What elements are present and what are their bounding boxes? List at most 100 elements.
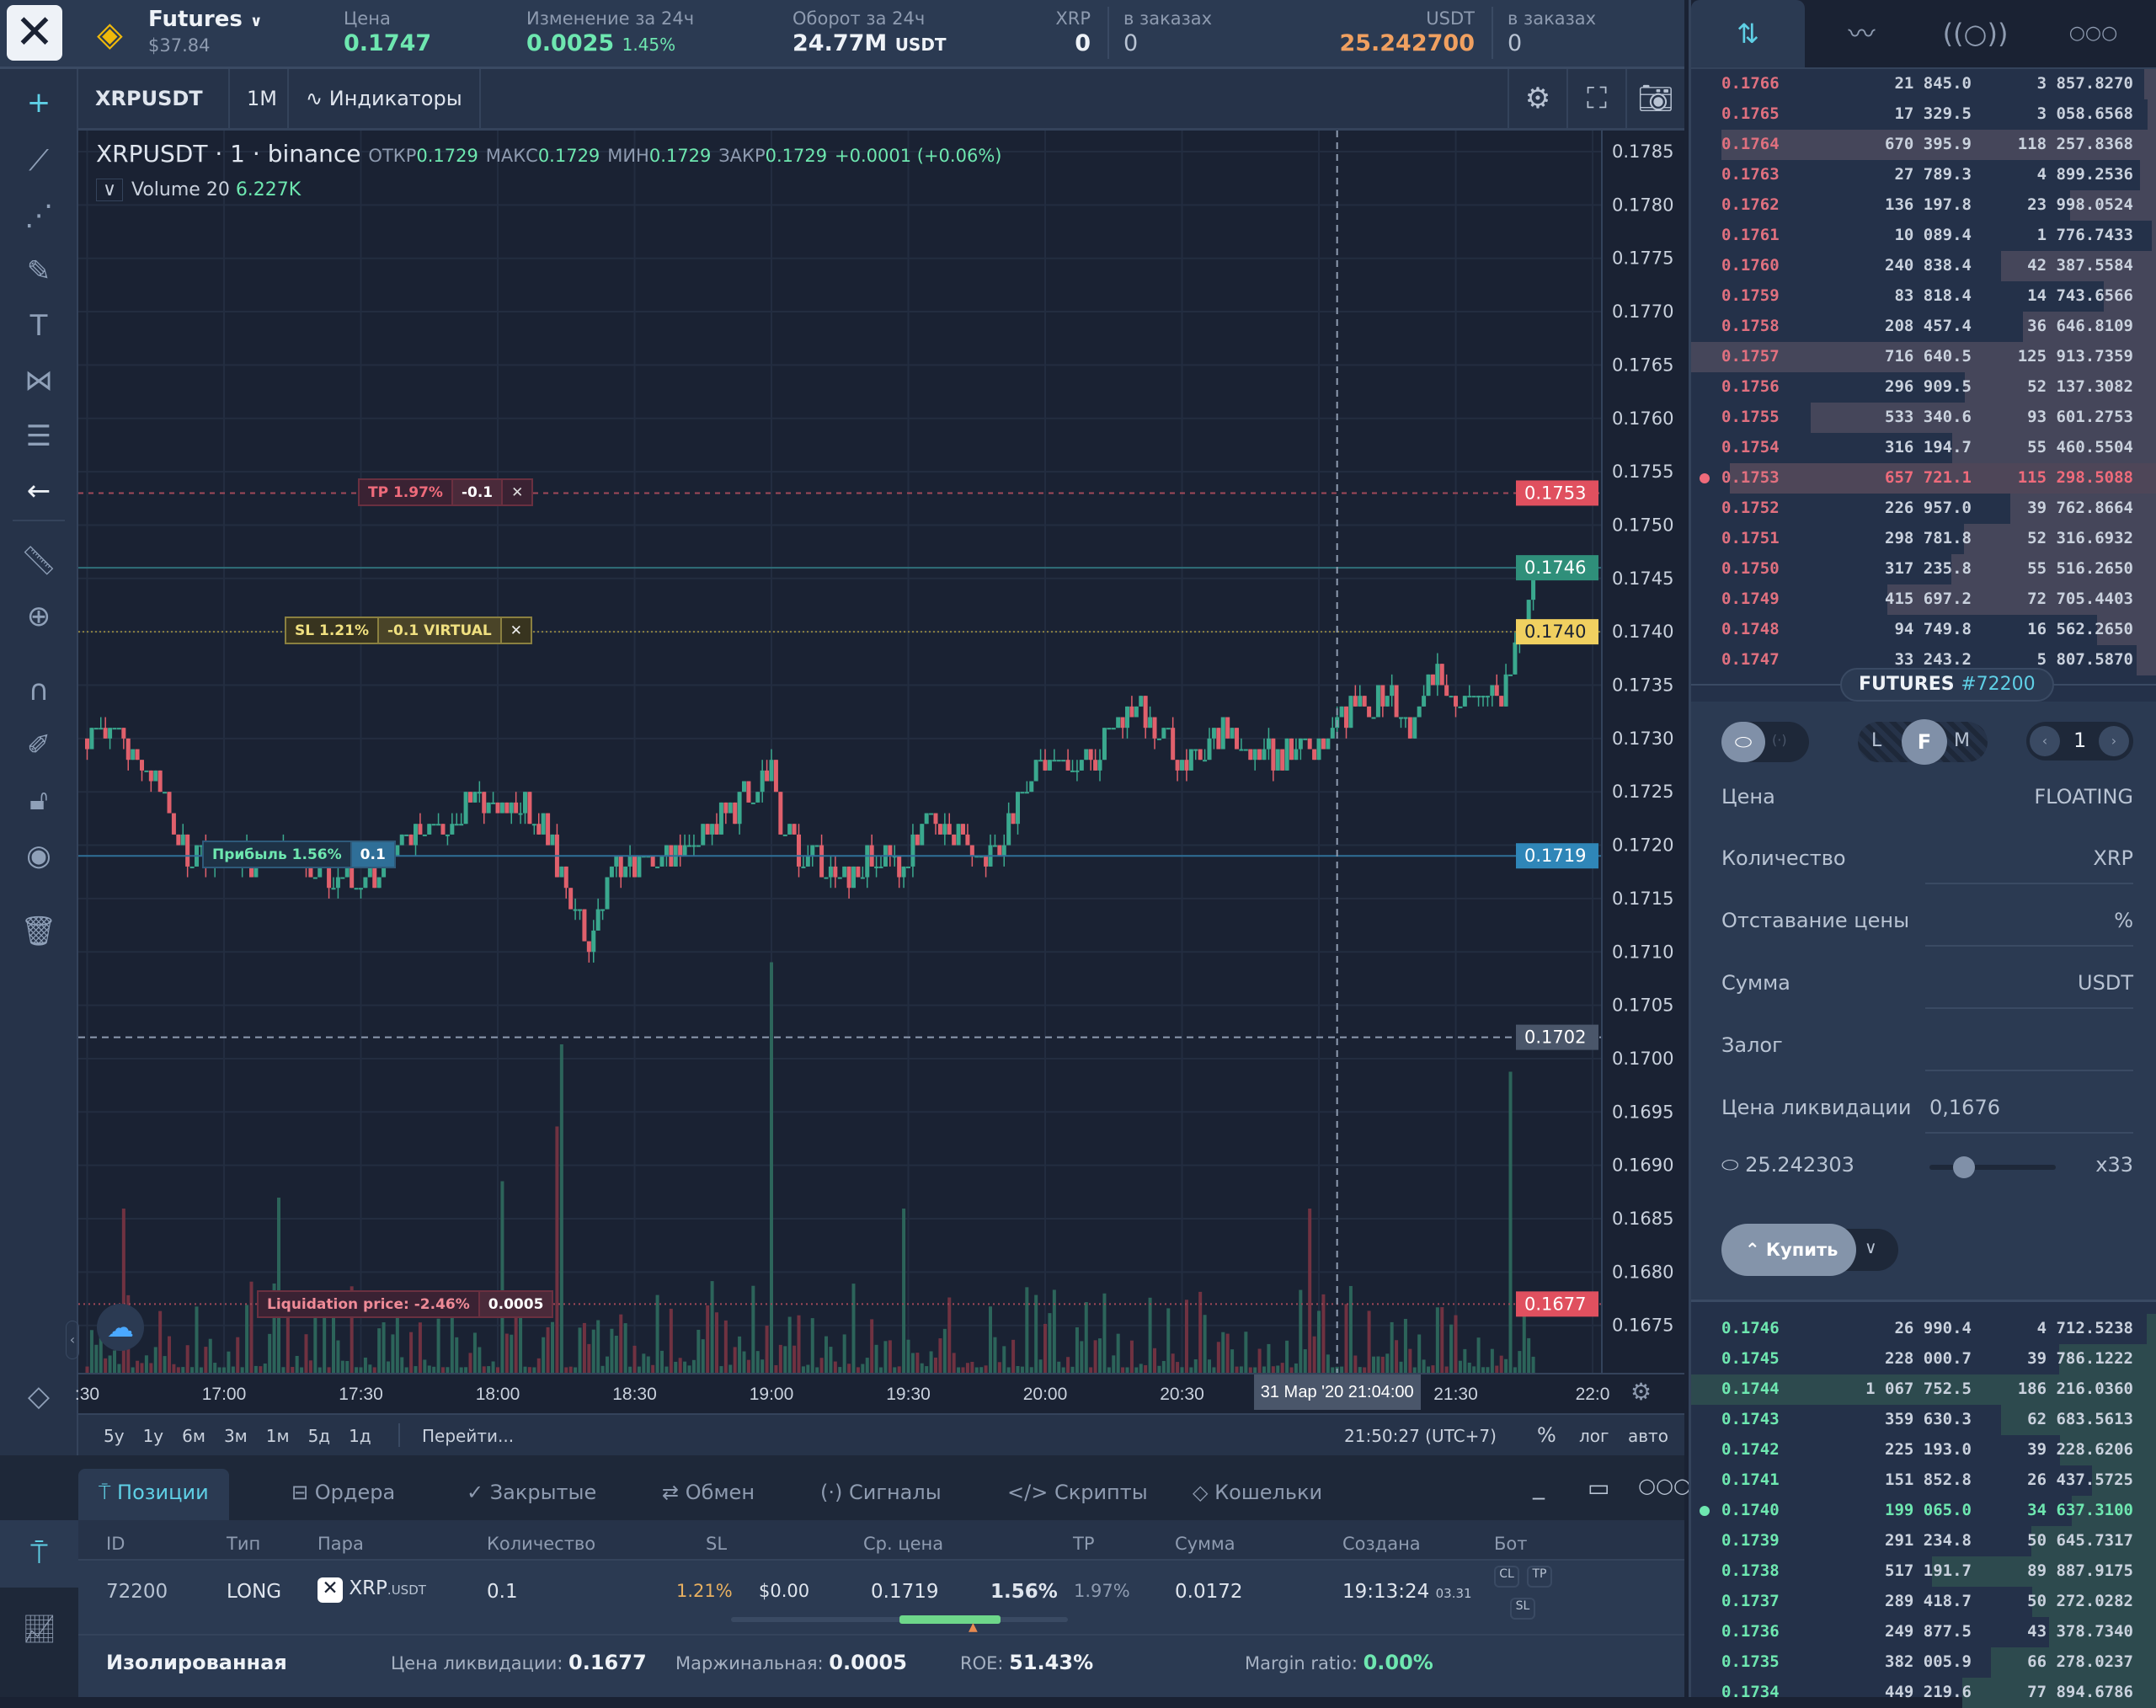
more-icon[interactable]: ○○○ [1638, 1474, 1691, 1497]
sum-field[interactable]: USDT [2078, 971, 2133, 995]
tp-order-tag[interactable]: TP 1.97% -0.1 ✕ [358, 478, 533, 506]
minimize-icon[interactable]: _ [1533, 1472, 1545, 1500]
collapse-toolbar-handle[interactable]: ‹ [66, 1321, 79, 1359]
goto-date-button[interactable]: Перейти... [422, 1426, 514, 1446]
range-2[interactable]: 6м [182, 1426, 205, 1446]
magnet-icon[interactable]: ∩ [20, 672, 57, 709]
trash-icon[interactable]: 🗑︎ [20, 913, 57, 950]
range-1[interactable]: 1y [143, 1426, 164, 1446]
orderbook-tab-icon[interactable]: ⇅ [1691, 0, 1805, 67]
log-scale-toggle[interactable]: лог [1579, 1426, 1609, 1446]
price-field[interactable]: FLOATING [2034, 785, 2133, 809]
tp-close-icon[interactable]: ✕ [503, 480, 531, 504]
app-logo[interactable]: ✕ [7, 5, 62, 61]
bot-cl-button[interactable]: CL [1494, 1566, 1519, 1588]
signals-tab-icon[interactable]: ((○)) [1919, 0, 2032, 67]
percent-scale-toggle[interactable]: % [1537, 1423, 1556, 1447]
pattern-icon[interactable]: ⋈ [20, 362, 57, 399]
unlock-icon[interactable]: 🔓︎ [20, 782, 57, 819]
range-6[interactable]: 1д [349, 1426, 371, 1446]
range-5[interactable]: 5д [308, 1426, 331, 1446]
tab-signals[interactable]: (·) Сигналы [800, 1469, 962, 1520]
collapse-chevron-icon[interactable]: ∨ [96, 179, 123, 201]
range-4[interactable]: 1м [266, 1426, 290, 1446]
zoom-in-icon[interactable]: ⊕ [20, 598, 57, 635]
tab-scripts[interactable]: </> Скрипты [987, 1469, 1168, 1520]
tab-wallets[interactable]: ◇ Кошельки [1172, 1469, 1342, 1520]
range-3[interactable]: 3м [224, 1426, 248, 1446]
brush-icon[interactable]: ✎ [20, 253, 57, 290]
crosshair-icon[interactable]: + [20, 84, 57, 121]
buy-button[interactable]: ⌃ Купить [1721, 1224, 1856, 1276]
cloud-sync-icon[interactable]: ☁ [97, 1304, 144, 1351]
screenshot-icon[interactable]: 📷︎ [1625, 69, 1684, 128]
prediction-icon[interactable]: ☰ [20, 418, 57, 455]
layers-icon[interactable]: ◇ [20, 1378, 57, 1415]
window-icon[interactable]: ▭ [1588, 1474, 1609, 1502]
qty-field[interactable]: XRP [2093, 846, 2133, 870]
chart-analysis-tab-icon[interactable]: 〰 [1805, 0, 1919, 67]
bot-sl-button[interactable]: SL [1510, 1598, 1535, 1620]
leverage-slider[interactable] [1929, 1165, 2056, 1170]
positions-side-icon[interactable]: ⍑ [0, 1520, 78, 1588]
table-row[interactable]: 72200 LONG ✕ XRP.USDT 0.1 1.21% $0.00 0.… [78, 1561, 1684, 1634]
lock-drawings-icon[interactable]: ✐ [20, 727, 57, 764]
more-tab-icon[interactable]: ○○○ [2036, 0, 2150, 67]
mode-m[interactable]: M [1954, 730, 1970, 751]
tab-positions[interactable]: ⍑ Позиции [78, 1469, 229, 1520]
tab-orders[interactable]: ⊟ Ордера [271, 1469, 415, 1520]
settings-icon[interactable]: ⚙ [1508, 69, 1566, 128]
increment-icon[interactable]: › [2099, 726, 2129, 756]
lag-field[interactable]: % [2114, 909, 2133, 932]
eye-icon[interactable]: ◉ [20, 837, 57, 874]
mode-l[interactable]: L [1871, 730, 1881, 751]
decrement-icon[interactable]: ‹ [2030, 726, 2060, 756]
tab-closed[interactable]: ✓ Закрытые [446, 1469, 616, 1520]
symbol-button[interactable]: XRPUSDT [78, 69, 230, 128]
buy-dropdown-icon[interactable]: ∨ [1865, 1237, 1877, 1257]
chart-canvas[interactable]: 0.17850.17800.17750.17700.17650.17600.17… [78, 131, 1684, 1373]
fib-tool-icon[interactable]: ⋰ [20, 197, 57, 234]
leverage-slider-knob[interactable] [1953, 1156, 1975, 1178]
range-0[interactable]: 5y [104, 1426, 125, 1446]
mode-switch[interactable]: L F M [1858, 722, 1988, 762]
fullscreen-icon[interactable]: ⛶ [1566, 69, 1625, 128]
collateral-field[interactable] [1925, 1070, 2133, 1071]
axis-settings-icon[interactable]: ⚙ [1630, 1378, 1652, 1406]
mode-f[interactable]: F [1902, 719, 1947, 765]
sl-close-icon[interactable]: ✕ [502, 618, 531, 643]
interval-button[interactable]: 1M [230, 69, 289, 128]
indicators-button[interactable]: ∿ Индикаторы [289, 69, 481, 128]
back-arrow-icon[interactable]: ← [20, 472, 57, 510]
